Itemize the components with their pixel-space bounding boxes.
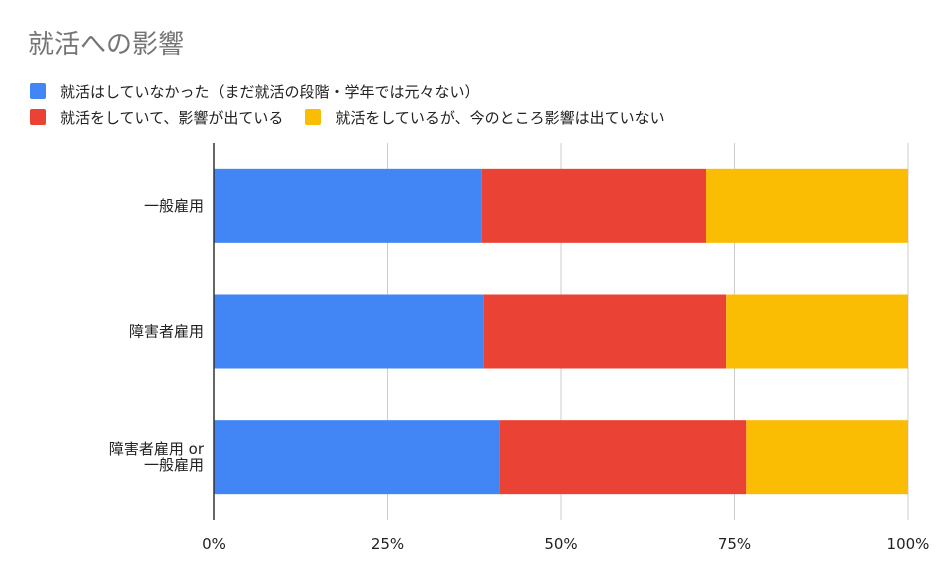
bar-segment xyxy=(214,420,500,495)
bar-segment xyxy=(499,420,747,495)
x-tick-label: 50% xyxy=(544,535,577,553)
category-label: 一般雇用 xyxy=(144,197,204,215)
category-label: 障害者雇用 xyxy=(129,323,204,341)
legend-item-affected[interactable]: 就活をしていて、影響が出ている xyxy=(30,107,283,128)
bar-segment xyxy=(481,168,707,243)
legend-item-not-job-hunting[interactable]: 就活はしていなかった（まだ就活の段階・学年では元々ない） xyxy=(30,81,480,102)
bar-segment xyxy=(746,420,908,495)
chart-title: 就活への影響 xyxy=(28,30,185,60)
legend-label: 就活をしているが、今のところ影響は出ていない xyxy=(335,108,665,127)
legend-swatch-yellow xyxy=(305,109,322,125)
bar-segment xyxy=(214,168,482,243)
x-tick-label: 0% xyxy=(202,535,226,553)
legend-row-1: 就活はしていなかった（まだ就活の段階・学年では元々ない） xyxy=(30,78,687,104)
bar-segment xyxy=(483,294,727,369)
category-label: 一般雇用 xyxy=(144,456,204,474)
legend: 就活はしていなかった（まだ就活の段階・学年では元々ない） 就活をしていて、影響が… xyxy=(30,78,687,130)
x-tick-label: 75% xyxy=(718,535,751,553)
x-tick-label: 100% xyxy=(887,535,930,553)
bar-segment xyxy=(706,168,908,243)
legend-label: 就活はしていなかった（まだ就活の段階・学年では元々ない） xyxy=(60,82,480,101)
x-tick-label: 25% xyxy=(371,535,404,553)
legend-swatch-red xyxy=(30,109,46,125)
bar-segment xyxy=(726,294,908,369)
category-label: 障害者雇用 or xyxy=(109,440,205,458)
legend-swatch-blue xyxy=(30,83,46,99)
bar-segment xyxy=(214,294,484,369)
legend-row-2: 就活をしていて、影響が出ている 就活をしているが、今のところ影響は出ていない xyxy=(30,104,687,130)
legend-label: 就活をしていて、影響が出ている xyxy=(60,108,284,127)
legend-item-not-affected[interactable]: 就活をしているが、今のところ影響は出ていない xyxy=(305,107,665,128)
